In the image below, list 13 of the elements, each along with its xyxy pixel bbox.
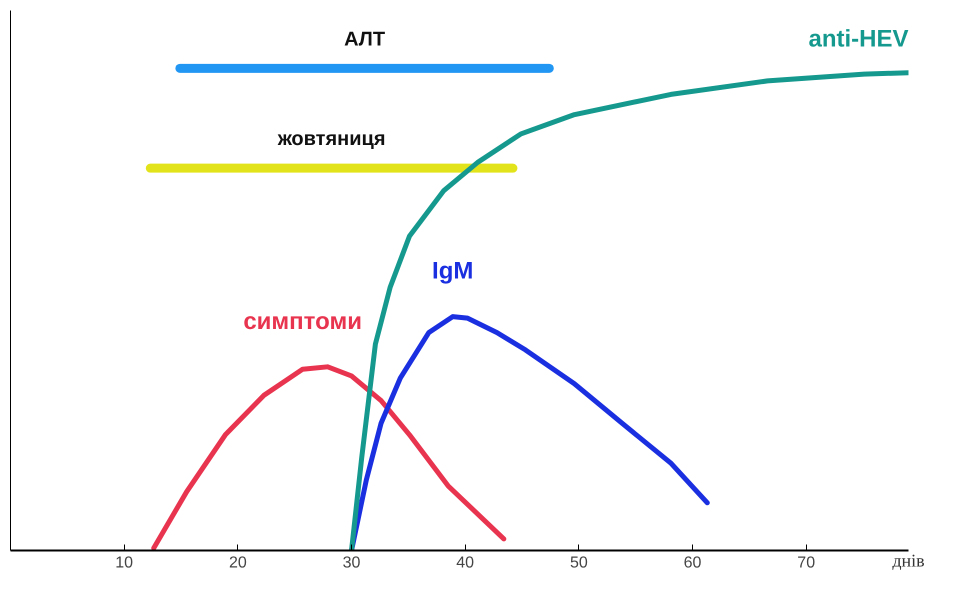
x-tick-label: 20 — [228, 554, 247, 572]
x-tick-label: 40 — [456, 554, 474, 572]
x-tick-label: 30 — [342, 554, 361, 572]
x-tick-label: 70 — [797, 554, 816, 572]
series-label: anti-HEV — [808, 26, 909, 53]
series-label: жовтяниця — [276, 128, 386, 150]
x-axis-title: днів — [892, 550, 925, 570]
series-label: симптоми — [243, 308, 362, 335]
x-tick-label: 60 — [684, 554, 702, 572]
x-tick-label: 50 — [570, 554, 588, 572]
series-label: АЛТ — [344, 28, 386, 50]
x-tick-label: 10 — [115, 554, 134, 572]
series-label: IgM — [432, 258, 474, 285]
